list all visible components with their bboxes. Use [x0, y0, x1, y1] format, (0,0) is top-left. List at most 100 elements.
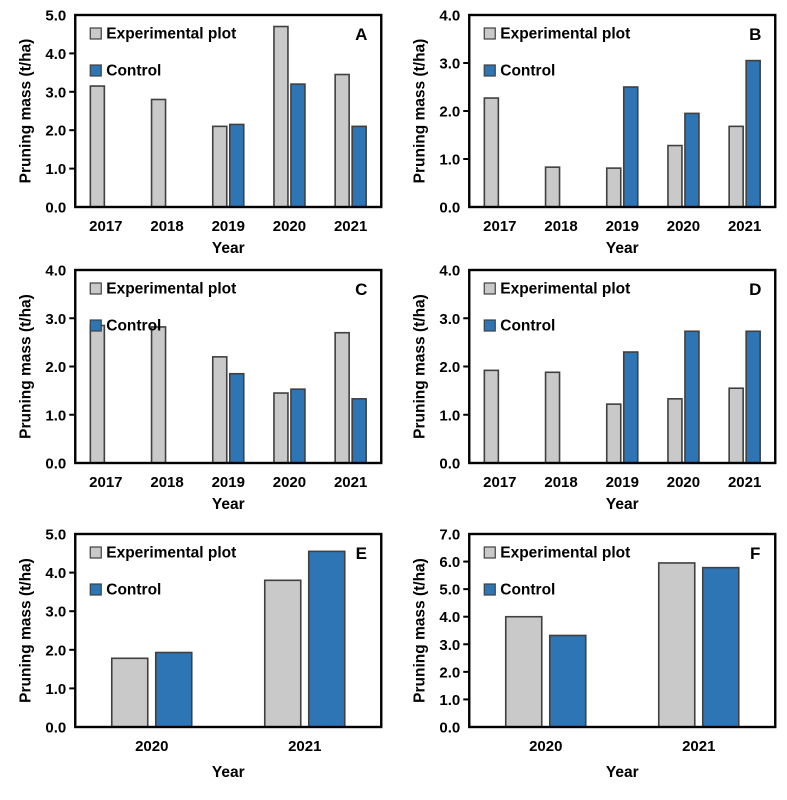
- y-tick-label: 3.0: [439, 56, 460, 73]
- bar-experimental: [504, 615, 543, 728]
- y-tick-label: 4.0: [45, 565, 66, 582]
- bar-control: [154, 651, 193, 728]
- x-tick-label: 2020: [273, 474, 306, 491]
- y-tick-label: 0.0: [439, 456, 460, 473]
- legend-swatch-control: [483, 64, 496, 77]
- x-axis-title: Year: [212, 764, 245, 781]
- y-tick-label: 0.0: [45, 456, 66, 473]
- y-axis-title: Pruning mass (t/ha): [17, 558, 34, 703]
- bar-experimental: [334, 73, 350, 208]
- chart-b: 2017 2018 2019 2020 2021 0.0 1.0 2.0 3.0 4.0 Year P…: [411, 8, 776, 257]
- x-axis-title: Year: [605, 240, 638, 257]
- x-tick-label: 2019: [605, 218, 638, 235]
- bar-experimental: [150, 326, 167, 464]
- bar-control: [744, 330, 761, 464]
- x-tick-label: 2019: [212, 218, 245, 235]
- legend-label: Experimental plot: [500, 545, 630, 562]
- y-tick-label: 5.0: [45, 8, 66, 25]
- y-tick-label: 0.0: [45, 720, 66, 737]
- legend-swatch-experimental: [89, 546, 102, 559]
- x-tick-label: 2021: [334, 474, 367, 491]
- legend-swatch-experimental: [89, 27, 102, 40]
- bar-experimental: [727, 387, 744, 464]
- bar-control: [351, 398, 367, 464]
- bar-control: [683, 112, 700, 208]
- bar-experimental: [544, 166, 560, 208]
- bar-experimental: [211, 125, 228, 208]
- y-tick-label: 1.0: [45, 681, 66, 698]
- x-tick-label: 2021: [288, 738, 321, 755]
- x-axis-title: Year: [605, 496, 638, 513]
- y-tick-label: 2.0: [45, 642, 66, 659]
- bar-experimental: [483, 369, 499, 464]
- bar-control: [290, 388, 306, 464]
- x-tick-label: 2017: [89, 218, 122, 235]
- bar-experimental: [273, 392, 289, 464]
- panel-letter: D: [749, 280, 761, 299]
- bar-experimental: [605, 403, 622, 464]
- plot-box: [74, 532, 383, 729]
- chart-d: 2017 2018 2019 2020 2021 0.0 1.0 2.0 3.0 4.0 Year P…: [411, 263, 776, 513]
- y-tick-label: 2.0: [45, 123, 66, 140]
- bar-experimental: [666, 144, 683, 208]
- bar-experimental: [605, 167, 622, 208]
- y-axis-title: Pruning mass (t/ha): [411, 294, 428, 439]
- legend-label: Experimental plot: [106, 545, 236, 562]
- y-tick-label: 4.0: [45, 263, 66, 280]
- x-tick-label: 2021: [727, 474, 760, 491]
- panel-c: 2017 2018 2019 2020 2021 0.0 1.0 2.0 3.0 4.0 Year P…: [0, 257, 394, 514]
- x-tick-label: 2018: [544, 218, 577, 235]
- legend-swatch-control: [483, 319, 496, 332]
- panel-letter: E: [356, 544, 367, 563]
- bar-experimental: [334, 331, 350, 464]
- y-axis-title: Pruning mass (t/ha): [411, 558, 428, 703]
- legend-label: Experimental plot: [106, 281, 236, 298]
- y-tick-label: 1.0: [439, 152, 460, 169]
- bar-experimental: [483, 97, 499, 208]
- y-tick-label: 3.0: [45, 84, 66, 101]
- panel-e: 2020 2021 0.0 1.0 2.0 3.0 4.0 5.0 Year Pruning ma…: [0, 514, 394, 800]
- y-tick-label: 1.0: [45, 161, 66, 178]
- x-tick-label: 2021: [727, 218, 760, 235]
- bar-control: [744, 59, 761, 208]
- y-tick-label: 3.0: [439, 311, 460, 328]
- x-tick-label: 2017: [483, 218, 516, 235]
- y-tick-label: 1.0: [439, 692, 460, 709]
- y-axis-title: Pruning mass (t/ha): [17, 294, 34, 439]
- x-tick-label: 2020: [666, 474, 699, 491]
- panel-letter: F: [750, 544, 760, 563]
- legend-label: Control: [106, 63, 161, 80]
- bar-control: [548, 634, 587, 728]
- plot-box: [74, 13, 383, 209]
- bar-experimental: [89, 324, 106, 464]
- chart-f: 2020 2021 0.0 1.0 2.0 3.0 4.0 5.0 6.0 7.0 Year Prun…: [411, 527, 776, 781]
- bar-control: [307, 550, 346, 728]
- legend-label: Control: [500, 63, 555, 80]
- bar-control: [228, 372, 245, 464]
- bar-control: [701, 566, 740, 728]
- y-tick-label: 1.0: [45, 407, 66, 424]
- y-tick-label: 0.0: [439, 720, 460, 737]
- y-tick-label: 4.0: [439, 8, 460, 25]
- x-tick-label: 2020: [135, 738, 168, 755]
- legend-swatch-experimental: [483, 27, 496, 40]
- x-tick-label: 2020: [666, 218, 699, 235]
- legend-label: Control: [106, 318, 161, 335]
- y-axis-title: Pruning mass (t/ha): [411, 39, 428, 184]
- x-tick-label: 2018: [150, 474, 183, 491]
- panel-letter: A: [355, 25, 367, 44]
- y-tick-label: 2.0: [439, 664, 460, 681]
- y-tick-label: 6.0: [439, 554, 460, 571]
- legend-label: Experimental plot: [500, 26, 630, 43]
- x-axis-title: Year: [605, 764, 638, 781]
- bar-control: [683, 330, 700, 464]
- chart-c: 2017 2018 2019 2020 2021 0.0 1.0 2.0 3.0 4.0 Year P…: [17, 263, 383, 513]
- x-tick-label: 2019: [605, 474, 638, 491]
- legend-swatch-control: [89, 319, 102, 332]
- legend-swatch-experimental: [89, 282, 102, 295]
- panel-d: 2017 2018 2019 2020 2021 0.0 1.0 2.0 3.0 4.0 Year P…: [394, 257, 787, 514]
- chart-e: 2020 2021 0.0 1.0 2.0 3.0 4.0 5.0 Year Pruning ma…: [17, 527, 383, 781]
- y-tick-label: 1.0: [439, 407, 460, 424]
- bar-control: [351, 125, 367, 208]
